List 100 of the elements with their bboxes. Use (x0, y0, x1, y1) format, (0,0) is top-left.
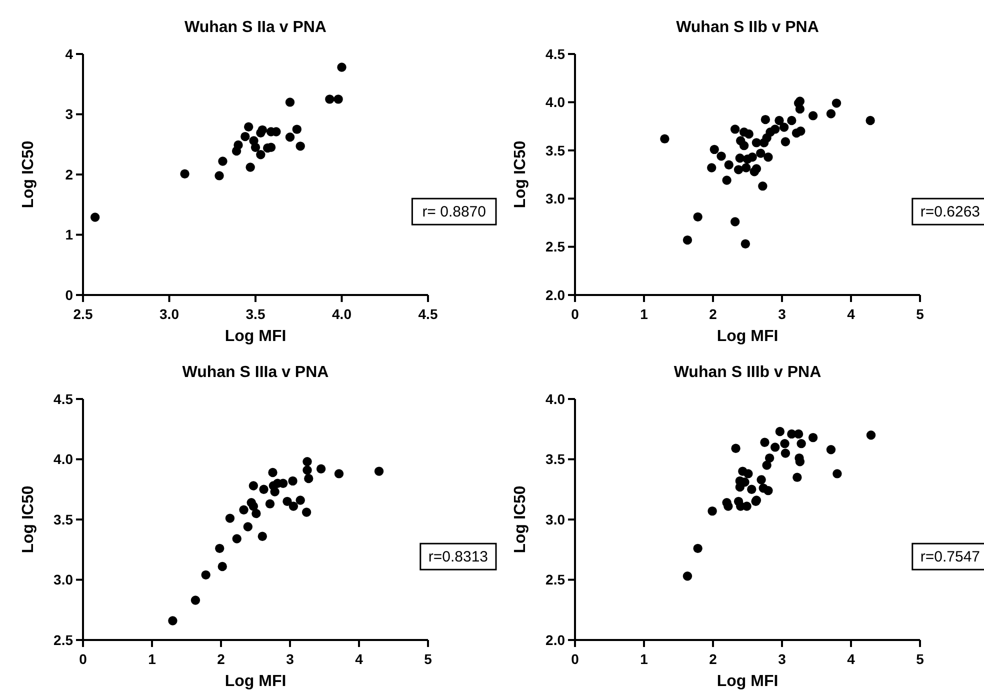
point (258, 125, 267, 135)
point (758, 181, 768, 191)
point (866, 430, 876, 440)
point (215, 544, 224, 554)
y-tick-label: 2.5 (546, 238, 566, 255)
y-tick-label: 4.0 (546, 94, 566, 110)
point (770, 442, 780, 452)
point (826, 109, 836, 118)
point (792, 472, 802, 482)
y-tick-label: 1 (65, 226, 74, 243)
point (285, 132, 295, 142)
point (764, 453, 774, 463)
point (730, 124, 740, 134)
chart-title: Wuhan S IIb v PNA (676, 19, 820, 36)
point (190, 596, 200, 605)
point (288, 476, 298, 486)
point (779, 122, 789, 132)
point (866, 116, 875, 126)
point (240, 132, 250, 142)
point (756, 148, 766, 158)
x-tick-label: 4 (355, 651, 364, 667)
x-tick-label: 1 (640, 651, 648, 667)
point (775, 426, 785, 436)
point (660, 134, 670, 144)
point (334, 469, 344, 478)
point (214, 171, 224, 180)
point (302, 466, 312, 475)
x-tick-label: 1 (148, 651, 156, 667)
x-tick-label: 0 (571, 306, 580, 322)
point (168, 616, 178, 626)
point (374, 466, 384, 476)
point (808, 432, 818, 442)
point (334, 94, 343, 104)
point (734, 165, 744, 174)
point (795, 457, 805, 466)
x-tick-label: 4.5 (418, 306, 438, 322)
chart-title: Wuhan S IIIb v PNA (674, 364, 822, 381)
annotation: r= 0.8870 (422, 204, 486, 221)
point (795, 104, 805, 114)
point (256, 150, 266, 160)
point (747, 484, 756, 494)
x-tick-label: 2 (217, 651, 226, 667)
point (826, 445, 836, 454)
y-tick-label: 4.5 (546, 46, 566, 62)
x-tick-label: 4 (847, 306, 856, 322)
x-tick-label: 2 (709, 306, 718, 322)
y-tick-label: 4.0 (546, 390, 566, 407)
x-tick-label: 0 (79, 651, 88, 667)
y-tick-label: 3.0 (54, 572, 74, 588)
x-tick-label: 4.0 (332, 306, 352, 322)
point (770, 124, 780, 134)
x-tick-label: 0 (571, 651, 580, 667)
x-axis-title: Log MFI (224, 328, 286, 345)
point (239, 505, 248, 514)
point (731, 444, 740, 453)
point (258, 532, 267, 541)
point (832, 469, 842, 478)
point (744, 129, 754, 139)
point (268, 468, 278, 478)
y-tick-label: 2.5 (546, 572, 566, 588)
chart-title: Wuhan S IIIa v PNA (182, 364, 330, 381)
point (774, 116, 784, 126)
point (780, 448, 790, 458)
y-tick-label: 3.0 (546, 190, 566, 206)
x-tick-label: 5 (424, 651, 432, 667)
text: r=0.6263 (920, 204, 980, 221)
point (796, 126, 806, 136)
x-axis-title: Log MFI (224, 673, 286, 690)
y-tick-label: 4 (65, 46, 74, 62)
point (708, 506, 717, 516)
point (739, 140, 749, 150)
y-tick-label: 2.5 (54, 632, 74, 648)
point (248, 481, 258, 490)
point (288, 502, 298, 511)
x-axis-title: Log MFI (716, 673, 778, 690)
point (760, 114, 770, 124)
x-tick-label: 3 (778, 306, 786, 322)
point (244, 122, 254, 132)
point (722, 176, 732, 185)
point (250, 142, 260, 152)
x-tick-label: 3.5 (246, 306, 266, 322)
point (716, 152, 726, 161)
point (218, 156, 228, 166)
y-axis-title: Log IC50 (20, 486, 37, 554)
point (302, 457, 312, 466)
y-axis-title: Log IC50 (512, 486, 529, 554)
point (808, 111, 818, 120)
point (832, 98, 842, 108)
point (243, 522, 253, 532)
text: r=0.8313 (428, 548, 488, 566)
x-tick-label: 3 (778, 651, 786, 667)
point (724, 502, 733, 511)
point (787, 116, 796, 126)
point (744, 469, 753, 478)
point (780, 438, 790, 448)
x-tick-label: 3.0 (160, 306, 180, 322)
y-tick-label: 2 (65, 166, 74, 182)
point (265, 499, 275, 508)
y-tick-label: 2.0 (546, 632, 566, 648)
point (764, 486, 773, 496)
